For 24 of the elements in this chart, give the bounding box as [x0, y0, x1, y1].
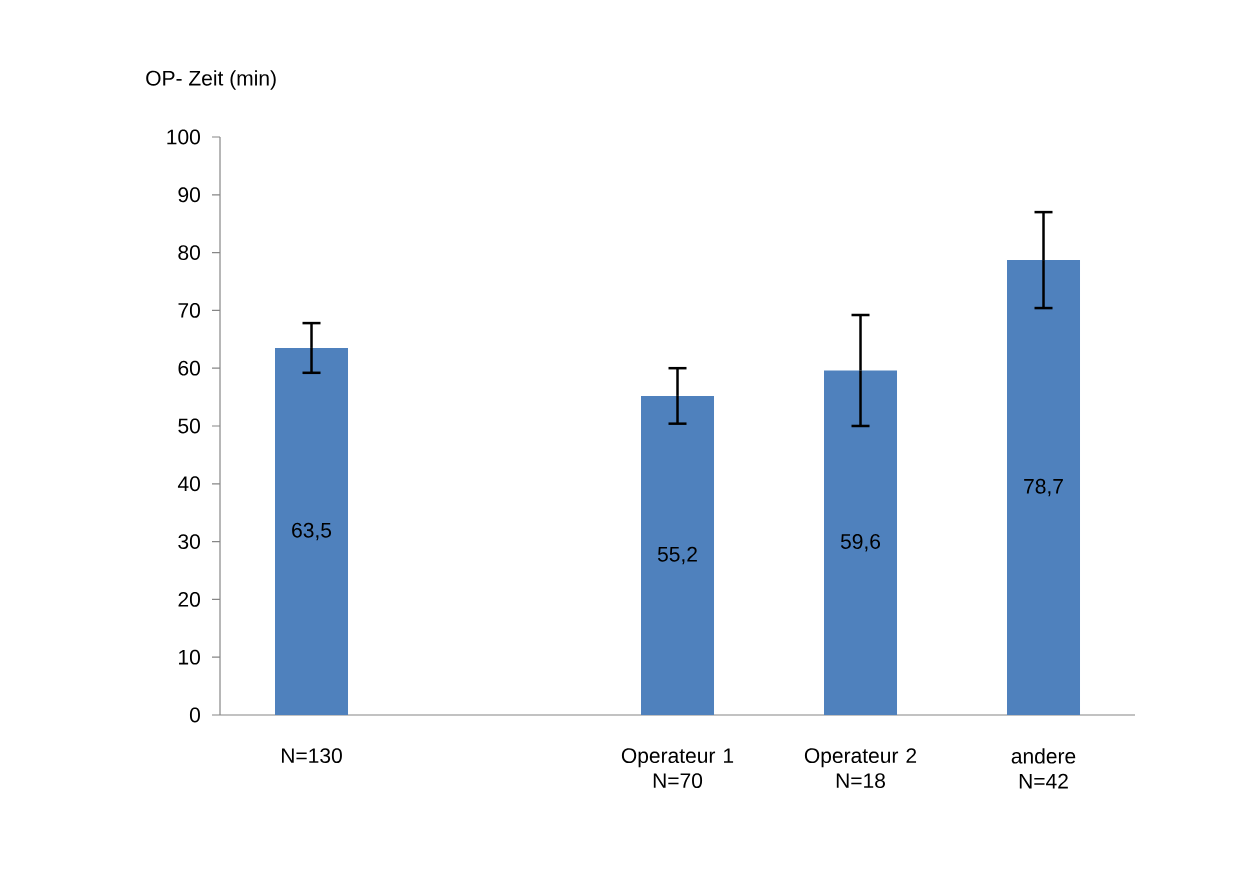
x-tick-label: Operateur 1 N=70	[621, 748, 734, 789]
y-tick-label: 50	[178, 418, 200, 434]
y-tick-label: 90	[178, 187, 200, 203]
y-tick-label: 40	[177, 476, 200, 492]
bar	[275, 347, 349, 715]
y-tick-label: 10	[179, 649, 200, 665]
bar	[641, 395, 715, 715]
y-tick-label: 80	[178, 245, 200, 261]
data-label: 63,5	[292, 522, 332, 541]
x-tick-label: Operateur 2 N=18	[804, 748, 917, 789]
y-tick-label: 70	[178, 302, 200, 318]
y-axis-title: OP- Zeit (min)	[146, 70, 276, 90]
x-tick-label: andere N=42	[1011, 748, 1076, 789]
data-label: 55,2	[657, 546, 697, 565]
bar	[1007, 260, 1081, 715]
x-tick-label: N=130	[281, 748, 342, 764]
y-tick-label: 20	[178, 591, 200, 607]
data-label: 59,6	[840, 534, 881, 552]
y-tick-label: 30	[178, 534, 200, 550]
y-tick-label: 0	[189, 707, 200, 723]
bar	[824, 370, 898, 715]
y-tick-label: 60	[178, 360, 200, 376]
y-tick-label: 100	[167, 129, 200, 145]
data-label: 78,7	[1024, 478, 1063, 497]
